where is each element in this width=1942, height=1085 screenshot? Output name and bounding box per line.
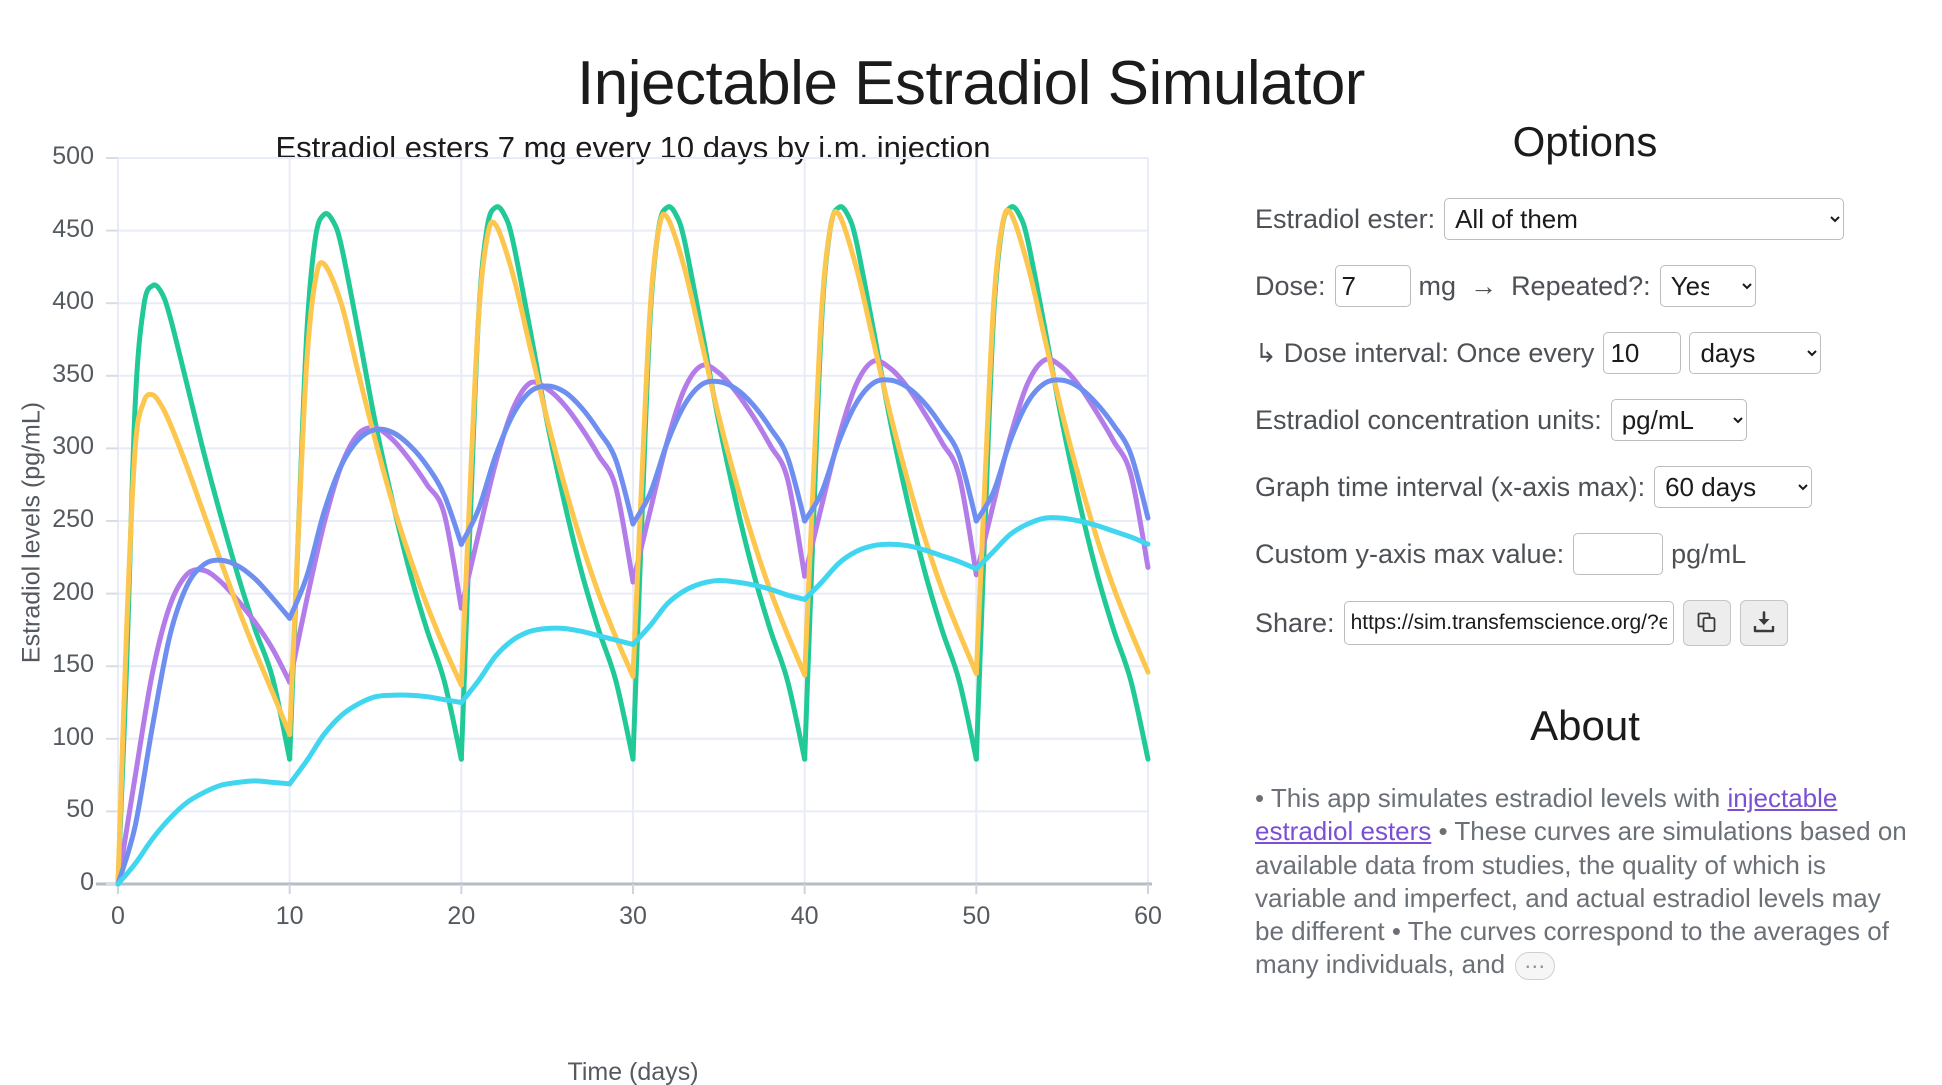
- options-panel: Options Estradiol ester: All of them Dos…: [1255, 118, 1915, 982]
- dose-label: Dose:: [1255, 270, 1326, 301]
- x-tick-label: 20: [447, 902, 476, 930]
- about-text-part2: • These curves are simulations based on …: [1255, 816, 1907, 980]
- ymax-unit-label: pg/mL: [1671, 538, 1747, 569]
- share-url-input[interactable]: [1343, 601, 1674, 645]
- option-row-units: Estradiol concentration units: pg/mL: [1255, 399, 1915, 441]
- graph-time-interval-select[interactable]: 60 days: [1654, 466, 1813, 508]
- ester-select[interactable]: All of them: [1444, 198, 1845, 240]
- y-axis-title: Estradiol levels (pg/mL): [17, 401, 46, 664]
- sub-arrow-icon: ↳: [1255, 337, 1277, 368]
- custom-ymax-input[interactable]: [1573, 533, 1664, 575]
- about-body: • This app simulates estradiol levels wi…: [1255, 782, 1915, 982]
- time-interval-label: Graph time interval (x-axis max):: [1255, 471, 1646, 502]
- x-tick-label: 10: [275, 902, 304, 930]
- x-tick-label: 30: [619, 902, 647, 930]
- arrow-right-icon: →: [1470, 270, 1498, 301]
- option-row-ymax: Custom y-axis max value: pg/mL: [1255, 533, 1915, 575]
- about-heading: About: [1530, 702, 1640, 749]
- y-tick-label: 300: [52, 432, 94, 461]
- y-tick-label: 250: [52, 505, 94, 533]
- ymax-label: Custom y-axis max value:: [1255, 538, 1565, 569]
- curve-estradiol-cypionate-susp: [115, 207, 1151, 887]
- x-tick-label: 60: [1134, 902, 1162, 930]
- y-tick-label: 0: [80, 868, 94, 896]
- y-tick-label: 50: [66, 795, 94, 824]
- download-button[interactable]: [1739, 600, 1788, 646]
- option-row-dose: Dose: mg → Repeated?: Yes: [1255, 265, 1915, 307]
- dose-input[interactable]: [1334, 265, 1411, 307]
- concentration-units-select[interactable]: pg/mL: [1610, 399, 1747, 441]
- options-heading: Options: [1512, 118, 1658, 165]
- dose-unit-label: mg: [1418, 270, 1457, 301]
- dose-interval-label: Dose interval: Once every: [1283, 337, 1595, 368]
- y-tick-label: 100: [52, 722, 94, 751]
- plot-area[interactable]: 0 50 100 150 200 250 300 350 400 450 500 0 10 20 30 40…: [0, 118, 1190, 958]
- x-tick-label: 50: [962, 902, 991, 930]
- page-title: Injectable Estradiol Simulator: [577, 48, 1365, 118]
- y-tick-label: 200: [52, 577, 94, 606]
- y-tick-label: 400: [52, 287, 94, 316]
- x-tick-label: 40: [790, 902, 819, 930]
- y-tick-label: 500: [52, 142, 94, 170]
- about-section: About • This app simulates estradiol lev…: [1255, 702, 1915, 982]
- chart-panel: Estradiol esters 7 mg every 10 days by i…: [0, 118, 1190, 1085]
- curve-estradiol-undecylate: [115, 515, 1151, 887]
- option-row-share: Share:: [1255, 600, 1915, 646]
- repeated-select[interactable]: Yes: [1659, 265, 1756, 307]
- x-tick-label: 0: [111, 902, 125, 930]
- option-row-dose-interval: ↳ Dose interval: Once every days: [1255, 332, 1915, 374]
- y-tick-label: 450: [52, 214, 94, 243]
- ester-label: Estradiol ester:: [1255, 203, 1436, 234]
- copy-button[interactable]: [1682, 600, 1731, 646]
- estradiol-curves-svg: [96, 157, 1152, 894]
- download-icon: [1752, 610, 1776, 637]
- share-label: Share:: [1255, 607, 1335, 638]
- y-tick-label: 350: [52, 359, 94, 388]
- y-tick-label: 150: [52, 650, 94, 679]
- copy-icon: [1695, 610, 1719, 637]
- curve-estradiol-enanthate: [115, 377, 1151, 887]
- repeated-label: Repeated?:: [1511, 270, 1651, 301]
- units-label: Estradiol concentration units:: [1255, 404, 1602, 435]
- dose-interval-input[interactable]: [1603, 332, 1682, 374]
- dose-interval-unit-select[interactable]: days: [1689, 332, 1822, 374]
- show-more-button[interactable]: ⋯: [1515, 952, 1556, 981]
- x-axis-title: Time (days): [567, 1058, 699, 1085]
- about-text-part1: • This app simulates estradiol levels wi…: [1255, 783, 1728, 813]
- injectable-esters-link[interactable]: injectable estradiol esters: [1255, 783, 1838, 847]
- option-row-time-interval: Graph time interval (x-axis max): 60 day…: [1255, 466, 1915, 508]
- option-row-ester: Estradiol ester: All of them: [1255, 198, 1915, 240]
